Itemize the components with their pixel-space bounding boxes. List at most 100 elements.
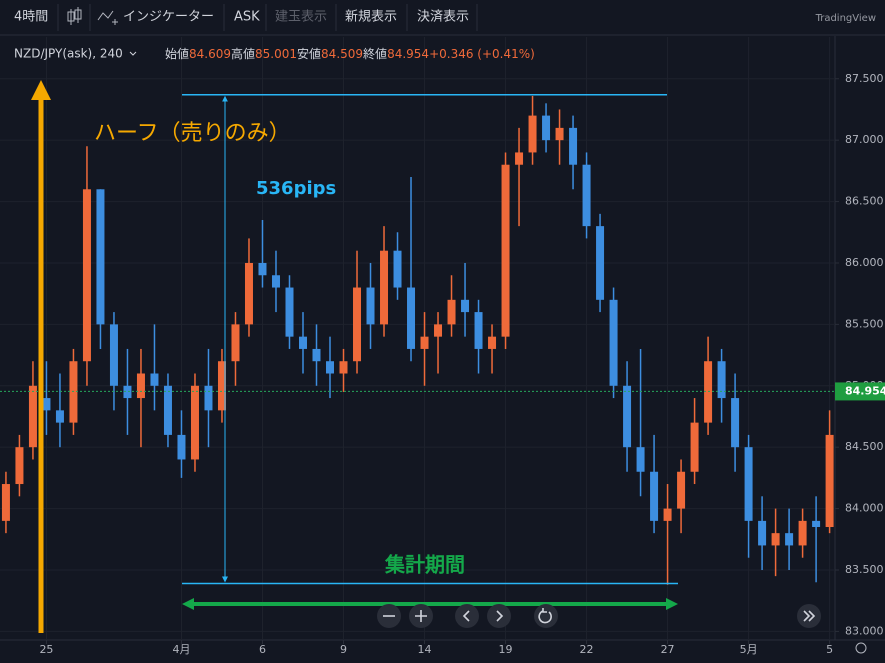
interval-button[interactable]: 4時間: [14, 10, 48, 25]
reset-button[interactable]: [534, 604, 558, 628]
candle-body: [258, 262, 267, 276]
candle-body: [339, 361, 348, 374]
candle-body: [488, 336, 497, 349]
ohlc-label: 終値: [363, 46, 387, 61]
period-label: 集計期間: [384, 553, 465, 577]
candle-body: [28, 385, 37, 448]
candle-body: [380, 250, 389, 325]
y-tick-label: 84.000: [845, 502, 884, 515]
candle-body: [231, 324, 240, 362]
candle-body: [812, 520, 821, 528]
settings-icon[interactable]: [855, 642, 867, 654]
candle-body: [285, 287, 294, 337]
overlay: 84.954 ハーフ（売りのみ） 536pips 集計期間: [0, 80, 885, 633]
y-tick-label: 83.000: [845, 624, 884, 637]
candle-body: [501, 164, 510, 337]
ohlc-value: 84.609: [189, 47, 231, 61]
x-tick-label: 4月: [172, 643, 190, 656]
candle-body: [555, 127, 564, 141]
toolbar: 4時間 インジケーター ASK 建玉表示 新規表示 決済表示 TradingVi…: [0, 4, 885, 36]
candle-body: [798, 520, 807, 546]
x-tick-label: 5: [826, 643, 833, 656]
chart-type-icon[interactable]: [67, 7, 82, 25]
candle-body: [312, 348, 321, 362]
candle-body: [528, 115, 537, 153]
candle-body: [109, 324, 118, 386]
candle-body: [582, 164, 591, 227]
x-tick-label: 19: [499, 643, 513, 656]
indicators-button[interactable]: インジケーター: [123, 10, 214, 25]
candle-body: [177, 434, 186, 460]
x-tick-label: 25: [39, 643, 53, 656]
y-tick-label: 87.000: [845, 133, 884, 146]
candle-body: [744, 447, 753, 521]
candle-body: [717, 361, 726, 399]
candle-body: [731, 398, 740, 448]
navigation: [377, 604, 821, 628]
candle-body: [474, 312, 483, 349]
candle-body: [623, 385, 632, 448]
ohlc-value: 85.001: [255, 47, 297, 61]
candle-body: [96, 189, 105, 325]
candle-body: [663, 508, 672, 521]
x-tick-label: 22: [580, 643, 594, 656]
ohlc-label: 始値: [165, 46, 189, 61]
candle-body: [609, 299, 618, 386]
last-price-label: 84.954: [845, 384, 885, 397]
brand: TradingView: [815, 13, 876, 24]
candle-body: [163, 385, 172, 435]
settlements-button[interactable]: 決済表示: [417, 10, 469, 25]
candle-body: [353, 287, 362, 362]
y-tick-label: 87.500: [845, 72, 884, 85]
candle-body: [82, 189, 91, 362]
candle-body: [758, 520, 767, 546]
candle-body: [447, 299, 456, 325]
symbol-dropdown-icon[interactable]: [129, 51, 137, 56]
candle-body: [1, 484, 10, 521]
candle-body: [596, 226, 605, 300]
x-tick-label: 6: [259, 643, 266, 656]
y-tick-label: 86.000: [845, 256, 884, 269]
y-tick-label: 85.500: [845, 317, 884, 330]
candle-body: [190, 385, 199, 460]
candle-body: [136, 373, 145, 399]
ohlc-label: 高値: [231, 46, 255, 61]
candle-body: [217, 361, 226, 411]
ohlc-legend: 始値84.609高値85.001安値84.509終値84.954+0.346 (…: [165, 46, 535, 61]
candle-body: [515, 152, 524, 165]
ask-button[interactable]: ASK: [234, 10, 260, 25]
grid: 83.00083.50084.00084.50085.00085.50086.0…: [0, 37, 884, 656]
change: +0.346 (+0.41%): [429, 47, 535, 61]
candle-body: [771, 533, 780, 546]
candle-body: [677, 471, 686, 509]
y-tick-label: 83.500: [845, 563, 884, 576]
half-label: ハーフ（売りのみ）: [94, 121, 291, 146]
candle-body: [825, 434, 834, 528]
new-orders-button[interactable]: 新規表示: [345, 10, 397, 25]
y-tick-label: 86.500: [845, 195, 884, 208]
ohlc-value: 84.509: [321, 47, 363, 61]
candle-body: [55, 410, 64, 423]
candle-body: [326, 361, 335, 374]
candle-body: [542, 115, 551, 141]
ohlc-label: 安値: [297, 46, 321, 61]
symbol[interactable]: NZD/JPY(ask), 240: [14, 47, 123, 61]
candle-body: [393, 250, 402, 288]
positions-button[interactable]: 建玉表示: [275, 10, 327, 25]
candle-body: [569, 127, 578, 165]
x-tick-label: 14: [418, 643, 432, 656]
candle-body: [244, 262, 253, 325]
candle-body: [298, 336, 307, 349]
candle-body: [650, 471, 659, 521]
candle-body: [461, 299, 470, 313]
x-tick-label: 9: [340, 643, 347, 656]
candle-body: [407, 287, 416, 349]
candle-body: [636, 447, 645, 472]
candle-body: [690, 422, 699, 472]
scroll-left-button[interactable]: [455, 604, 479, 628]
last-price-tag: [835, 382, 885, 401]
scroll-right-button[interactable]: [487, 604, 511, 628]
